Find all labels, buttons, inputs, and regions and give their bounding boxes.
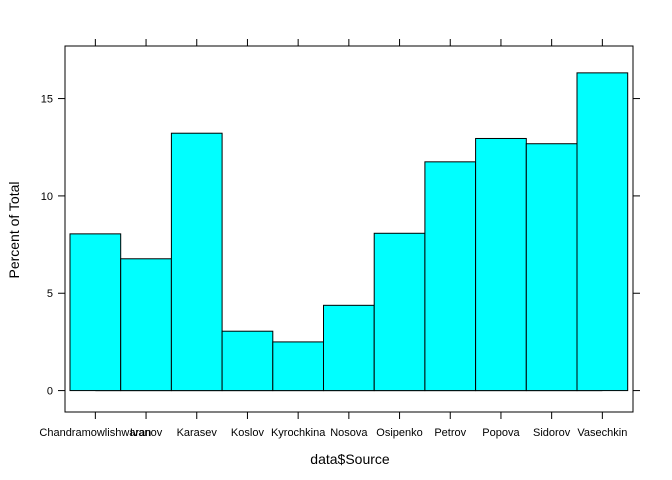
x-axis-title: data$Source	[310, 451, 390, 467]
bar-kyrochkina	[272, 341, 324, 392]
y-tick-label: 10	[41, 191, 53, 203]
bar-petrov	[424, 161, 477, 392]
bar-karasev	[170, 132, 223, 392]
bar-vasechkin	[576, 72, 629, 392]
bar-sidorov	[525, 143, 578, 392]
x-tick-label: Osipenko	[376, 427, 422, 439]
bar-chandramowlishwaran	[69, 233, 122, 392]
y-tick-label: 0	[47, 386, 53, 398]
x-tick-label: Ivanov	[130, 427, 163, 439]
x-tick-label: Nosova	[330, 427, 368, 439]
x-tick-label: Karasev	[177, 427, 218, 439]
bars	[69, 72, 629, 392]
bar-osipenko	[373, 232, 426, 392]
y-axis-title: Percent of Total	[6, 181, 22, 278]
x-tick-label: Koslov	[231, 427, 265, 439]
x-tick-label: Kyrochkina	[271, 427, 326, 439]
y-tick-label: 15	[41, 94, 53, 106]
bar-ivanov	[120, 258, 172, 392]
x-tick-label: Chandramowlishwaran	[39, 427, 151, 439]
y-tick-label: 5	[47, 288, 53, 300]
x-tick-label: Sidorov	[533, 427, 571, 439]
bar-koslov	[221, 330, 274, 392]
bar-nosova	[323, 304, 375, 392]
bar-popova	[475, 137, 527, 392]
x-tick-label: Petrov	[434, 427, 466, 439]
x-tick-label: Popova	[482, 427, 520, 439]
x-tick-label: Vasechkin	[577, 427, 627, 439]
